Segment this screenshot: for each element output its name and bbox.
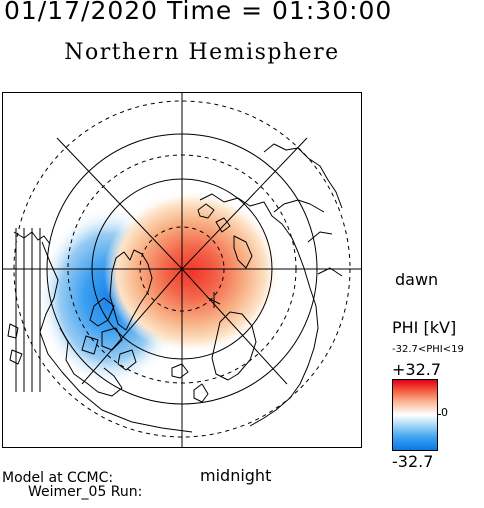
model-label: Model at CCMC: (2, 470, 114, 486)
meridian-sw (81, 268, 183, 385)
polar-map (2, 92, 362, 448)
left-edge-grid (15, 228, 41, 392)
meridian-nw (56, 137, 183, 270)
midnight-label: midnight (200, 466, 272, 485)
coast-greenland (109, 249, 153, 331)
run-label: Weimer_05 Run: (28, 484, 143, 500)
coast-scandinavia (211, 311, 257, 381)
colorbar-zero-label: 0 (441, 406, 448, 419)
colorbar-zero-tick (437, 414, 441, 415)
coastlines (7, 143, 343, 433)
coast-svalbard (197, 203, 231, 233)
coast-pacific (13, 231, 51, 245)
coast-iceland-uk (171, 363, 209, 403)
coast-siberia-detail (273, 199, 343, 277)
colorbar-min-label: -32.7 (392, 452, 434, 471)
datetime-title: 01/17/2020 Time = 01:30:00 (4, 0, 393, 25)
colorbar-max-label: +32.7 (392, 360, 442, 379)
dawn-label: dawn (395, 270, 439, 289)
coast-far-east (263, 143, 343, 209)
coast-hudson-bay (59, 327, 123, 397)
colorbar-title: PHI [kV] (392, 318, 457, 337)
colorbar-range: -32.7<PHI<19 (392, 344, 464, 355)
meridian-se (181, 268, 288, 385)
pole-marker (207, 292, 221, 308)
meridians (2, 92, 362, 448)
coast-eurasia (199, 193, 319, 427)
hemisphere-title: Northern Hemisphere (64, 40, 340, 65)
coast-north-america (39, 241, 193, 433)
coast-arctic-islands (81, 297, 137, 371)
meridian-ne (181, 137, 308, 270)
coast-novaya-zemlya (233, 235, 253, 269)
colorbar (392, 379, 438, 451)
